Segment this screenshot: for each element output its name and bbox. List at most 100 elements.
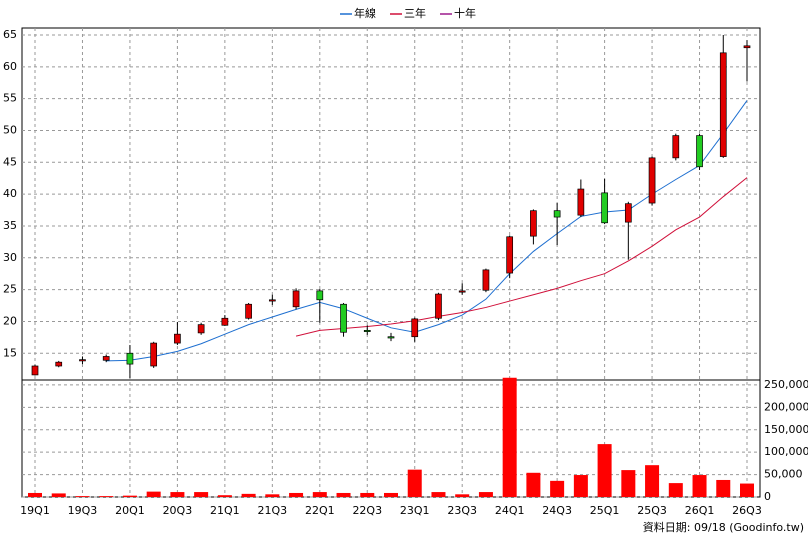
x-tick-label: 24Q3 bbox=[542, 504, 572, 517]
volume-bar bbox=[645, 465, 660, 497]
y-tick-label: 50 bbox=[3, 123, 17, 136]
candle-body bbox=[340, 303, 347, 333]
candle-body bbox=[601, 192, 608, 224]
candle-body bbox=[648, 157, 656, 204]
x-tick-label: 24Q1 bbox=[495, 504, 525, 517]
volume-bar bbox=[170, 492, 185, 497]
x-tick-label: 19Q3 bbox=[68, 504, 98, 517]
x-tick-label: 19Q1 bbox=[20, 504, 50, 517]
volume-bar bbox=[597, 444, 612, 497]
y2-tick-label: 150,000 bbox=[764, 423, 808, 436]
candle-body bbox=[363, 330, 371, 332]
candle-body bbox=[102, 356, 110, 361]
candle-body bbox=[221, 317, 229, 326]
volume-bar bbox=[241, 493, 256, 497]
candle-body bbox=[126, 352, 134, 365]
y-tick-label: 40 bbox=[3, 187, 17, 200]
x-tick-label: 21Q1 bbox=[210, 504, 240, 517]
candle-body bbox=[696, 135, 703, 168]
volume-bar bbox=[455, 494, 470, 497]
volume-bar bbox=[122, 495, 137, 497]
volume-bar bbox=[502, 377, 517, 497]
volume-bar bbox=[431, 492, 446, 497]
y-tick-label: 35 bbox=[3, 219, 17, 232]
candle-body bbox=[530, 210, 537, 237]
volume-bar bbox=[550, 480, 565, 497]
volume-bar bbox=[621, 470, 636, 497]
volume-bar bbox=[407, 469, 422, 497]
x-tick-label: 21Q3 bbox=[258, 504, 288, 517]
x-tick-label: 22Q3 bbox=[352, 504, 382, 517]
candle-body bbox=[672, 135, 680, 159]
x-tick-label: 26Q1 bbox=[685, 504, 715, 517]
x-tick-label: 25Q1 bbox=[590, 504, 620, 517]
candle-body bbox=[719, 52, 727, 157]
volume-bar bbox=[28, 492, 42, 497]
candle-body bbox=[387, 336, 395, 339]
candle-body bbox=[743, 45, 751, 49]
y2-tick-label: 0 bbox=[764, 490, 771, 503]
volume-bar bbox=[217, 495, 232, 497]
volume-bar bbox=[336, 492, 351, 497]
y-tick-label: 60 bbox=[3, 60, 17, 73]
candle-body bbox=[316, 290, 324, 301]
y-tick-label: 45 bbox=[3, 155, 17, 168]
volume-bar bbox=[312, 492, 327, 497]
volume-bar bbox=[265, 494, 280, 497]
candle-body bbox=[55, 361, 63, 367]
candle-body bbox=[197, 324, 205, 334]
footnote: 資料日期: 09/18 (Goodinfo.tw) bbox=[643, 520, 804, 534]
y2-tick-label: 100,000 bbox=[764, 445, 808, 458]
plot-frame bbox=[21, 27, 761, 498]
ma-line bbox=[295, 177, 748, 337]
candle-body bbox=[174, 333, 181, 344]
x-tick-label: 23Q1 bbox=[400, 504, 430, 517]
volume-bar bbox=[360, 492, 375, 497]
x-tick-label: 20Q1 bbox=[115, 504, 145, 517]
candle-body bbox=[268, 299, 276, 302]
x-tick-label: 23Q3 bbox=[447, 504, 477, 517]
y-tick-label: 55 bbox=[3, 92, 17, 105]
legend-label: 三年 bbox=[404, 6, 426, 20]
volume-bar bbox=[99, 496, 114, 497]
candle-body bbox=[150, 342, 158, 367]
candle-body bbox=[435, 293, 442, 319]
volume-bar bbox=[146, 491, 161, 497]
candle-body bbox=[577, 188, 585, 216]
volume-bar bbox=[740, 483, 754, 497]
candle-body bbox=[506, 236, 514, 274]
volume-bar bbox=[526, 472, 541, 497]
y2-tick-label: 200,000 bbox=[764, 400, 808, 413]
y-tick-label: 15 bbox=[3, 346, 17, 359]
y-tick-label: 20 bbox=[3, 314, 17, 327]
candle-body bbox=[458, 290, 466, 293]
candle-body bbox=[292, 290, 300, 308]
x-tick-label: 25Q3 bbox=[637, 504, 667, 517]
ma-line bbox=[106, 100, 748, 362]
volume-bar bbox=[692, 475, 707, 497]
volume-bar bbox=[573, 475, 588, 497]
y2-tick-label: 50,000 bbox=[764, 468, 803, 481]
volume-bar bbox=[384, 492, 398, 497]
x-tick-label: 26Q3 bbox=[732, 504, 762, 517]
legend-label: 十年 bbox=[454, 6, 476, 20]
candle-body bbox=[245, 303, 252, 319]
volume-bar bbox=[716, 479, 731, 497]
y-tick-label: 25 bbox=[3, 283, 17, 296]
x-tick-label: 22Q1 bbox=[305, 504, 335, 517]
legend-label: 年線 bbox=[354, 6, 376, 20]
volume-bar bbox=[51, 493, 66, 497]
y-tick-label: 30 bbox=[3, 251, 17, 264]
candle-body bbox=[79, 359, 86, 362]
candle-body bbox=[482, 269, 490, 291]
candle-body bbox=[553, 210, 561, 218]
x-tick-label: 20Q3 bbox=[163, 504, 193, 517]
volume-bar bbox=[194, 492, 209, 497]
volume-bar bbox=[75, 496, 90, 497]
y2-tick-label: 250,000 bbox=[764, 378, 808, 391]
candle-body bbox=[411, 318, 419, 338]
candle-body bbox=[624, 203, 632, 223]
y-tick-label: 65 bbox=[3, 28, 17, 41]
volume-bar bbox=[289, 492, 304, 497]
